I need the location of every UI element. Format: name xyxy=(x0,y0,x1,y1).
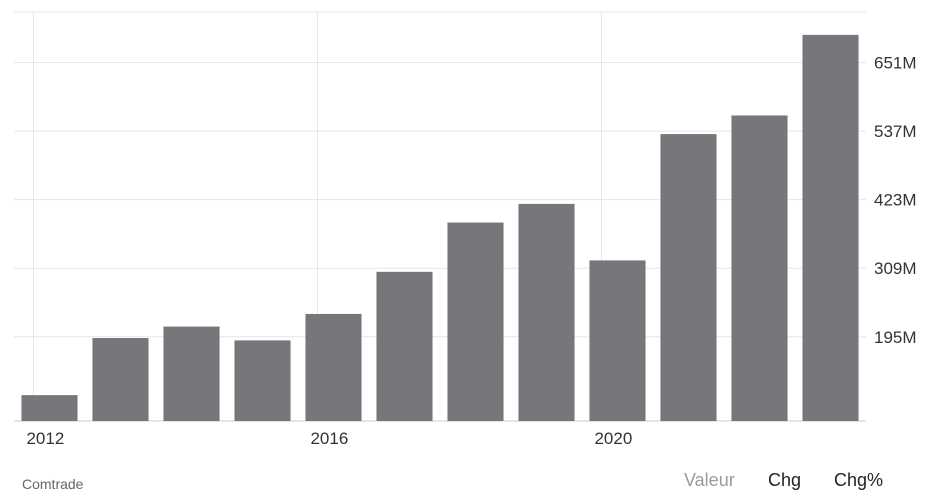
x-tick-label: 2016 xyxy=(310,429,348,448)
bar-2012 xyxy=(21,395,78,421)
bar-2020 xyxy=(589,260,646,421)
bar-2023 xyxy=(802,34,859,421)
bar-2017 xyxy=(376,271,433,421)
y-tick-label: 537M xyxy=(874,122,917,141)
bar-2015 xyxy=(234,340,291,421)
source-label: Comtrade xyxy=(22,476,84,492)
bar-2019 xyxy=(518,203,575,421)
y-tick-label: 651M xyxy=(874,54,917,73)
x-tick-label: 2020 xyxy=(594,429,632,448)
bar-2016 xyxy=(305,313,362,421)
y-tick-label: 195M xyxy=(874,328,917,347)
bar-2014 xyxy=(163,326,220,421)
tab-chg[interactable]: Chg xyxy=(768,470,802,490)
y-tick-label: 423M xyxy=(874,191,917,210)
y-tick-label: 309M xyxy=(874,259,917,278)
grid-lines xyxy=(14,11,866,422)
tab-valeur[interactable]: Valeur xyxy=(684,470,735,490)
bar-2021 xyxy=(660,134,717,422)
tab-chg-percent[interactable]: Chg% xyxy=(834,470,884,490)
bar-2018 xyxy=(447,222,504,421)
bar-2022 xyxy=(731,115,788,421)
x-tick-label: 2012 xyxy=(26,429,64,448)
x-axis-labels: 2012 2016 2020 xyxy=(26,429,632,448)
bars xyxy=(21,34,859,422)
y-axis-labels: 195M 309M 423M 537M 651M xyxy=(874,54,917,347)
bar-2013 xyxy=(92,337,149,421)
